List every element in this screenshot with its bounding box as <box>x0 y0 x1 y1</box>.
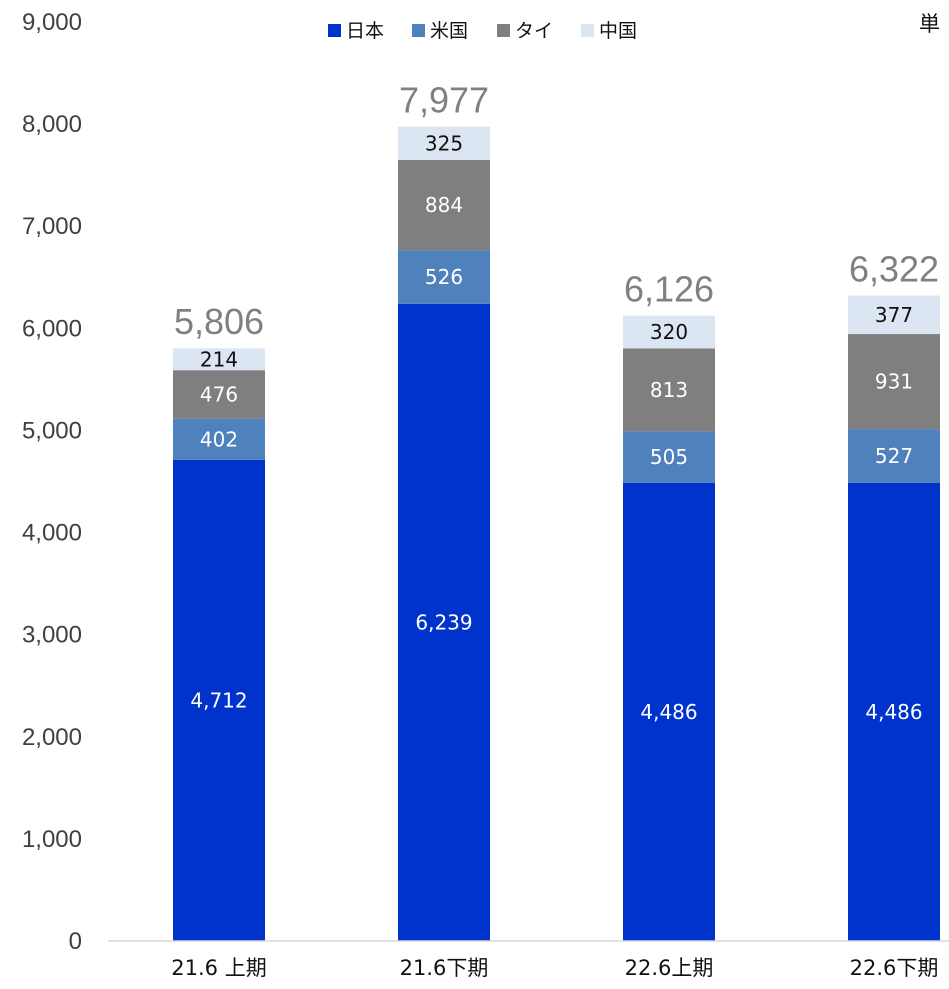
x-tick-label: 21.6下期 <box>400 956 489 980</box>
bar-segment <box>848 295 940 335</box>
segment-value-label: 526 <box>425 265 463 289</box>
unit-label: 単 <box>919 12 940 36</box>
bar-segment <box>623 348 715 432</box>
legend-label: タイ <box>515 20 553 42</box>
bar-segment <box>848 482 940 941</box>
legend-swatch <box>497 24 510 37</box>
legend: 日本 米国 タイ 中国 <box>328 20 637 42</box>
y-tick-label: 0 <box>69 928 82 955</box>
segment-value-label: 325 <box>425 131 463 155</box>
bar-stack: 4,486 527 931 377 6,322 <box>848 248 940 941</box>
bar-segment <box>398 250 490 304</box>
total-value-label: 5,806 <box>174 301 264 342</box>
bar-segment <box>173 418 265 460</box>
segment-value-label: 214 <box>200 347 238 371</box>
legend-swatch <box>328 24 341 37</box>
bar-segment <box>623 482 715 941</box>
legend-item: 日本 <box>328 20 384 42</box>
x-tick-label: 22.6下期 <box>850 956 939 980</box>
bar-segment <box>848 334 940 430</box>
bar-stack: 4,486 505 813 320 6,126 <box>623 268 715 941</box>
segment-value-label: 6,239 <box>415 610 472 634</box>
bar-stack: 4,712 402 476 214 5,806 <box>173 301 265 941</box>
segment-value-label: 476 <box>200 383 238 407</box>
segment-value-label: 4,486 <box>640 700 697 724</box>
bar-segment <box>398 303 490 941</box>
segment-value-label: 402 <box>200 427 238 451</box>
segment-value-label: 527 <box>875 444 913 468</box>
segment-value-label: 813 <box>650 378 688 402</box>
total-value-label: 6,126 <box>624 268 714 309</box>
segment-value-label: 4,712 <box>190 688 247 712</box>
y-tick-label: 2,000 <box>22 724 82 751</box>
segment-value-label: 505 <box>650 445 688 469</box>
y-axis: 0 1,000 2,000 3,000 4,000 5,000 6,000 7,000 8,00… <box>22 9 82 955</box>
bar-segment <box>173 348 265 371</box>
legend-swatch <box>412 24 425 37</box>
legend-item: 米国 <box>412 20 468 42</box>
legend-item: タイ <box>497 20 553 42</box>
y-tick-label: 1,000 <box>22 826 82 853</box>
x-tick-label: 21.6 上期 <box>171 956 266 980</box>
legend-item: 中国 <box>581 20 637 42</box>
bars: 4,712 402 476 214 5,806 6,239 526 884 325 7,977 4,… <box>173 79 940 941</box>
total-value-label: 6,322 <box>849 248 939 289</box>
bar-segment <box>848 429 940 483</box>
segment-value-label: 4,486 <box>865 700 922 724</box>
y-tick-label: 5,000 <box>22 417 82 444</box>
bar-segment <box>623 431 715 483</box>
segment-value-label: 320 <box>650 320 688 344</box>
bar-segment <box>398 159 490 251</box>
legend-label: 米国 <box>430 20 468 42</box>
bar-segment <box>173 459 265 941</box>
y-tick-label: 8,000 <box>22 111 82 138</box>
total-value-label: 7,977 <box>399 79 489 120</box>
legend-swatch <box>581 24 594 37</box>
y-tick-label: 6,000 <box>22 315 82 342</box>
bar-segment <box>173 370 265 419</box>
legend-label: 中国 <box>599 20 637 42</box>
y-tick-label: 4,000 <box>22 520 82 547</box>
y-tick-label: 3,000 <box>22 622 82 649</box>
y-tick-label: 9,000 <box>22 9 82 36</box>
legend-label: 日本 <box>346 20 384 42</box>
x-tick-label: 22.6上期 <box>625 956 714 980</box>
y-tick-label: 7,000 <box>22 213 82 240</box>
segment-value-label: 884 <box>425 193 463 217</box>
segment-value-label: 377 <box>875 303 913 327</box>
bar-segment <box>623 315 715 349</box>
segment-value-label: 931 <box>875 370 913 394</box>
bar-segment <box>398 126 490 160</box>
x-axis: 21.6 上期 21.6下期 22.6上期 22.6下期 <box>171 956 938 980</box>
bar-stack: 6,239 526 884 325 7,977 <box>398 79 490 941</box>
